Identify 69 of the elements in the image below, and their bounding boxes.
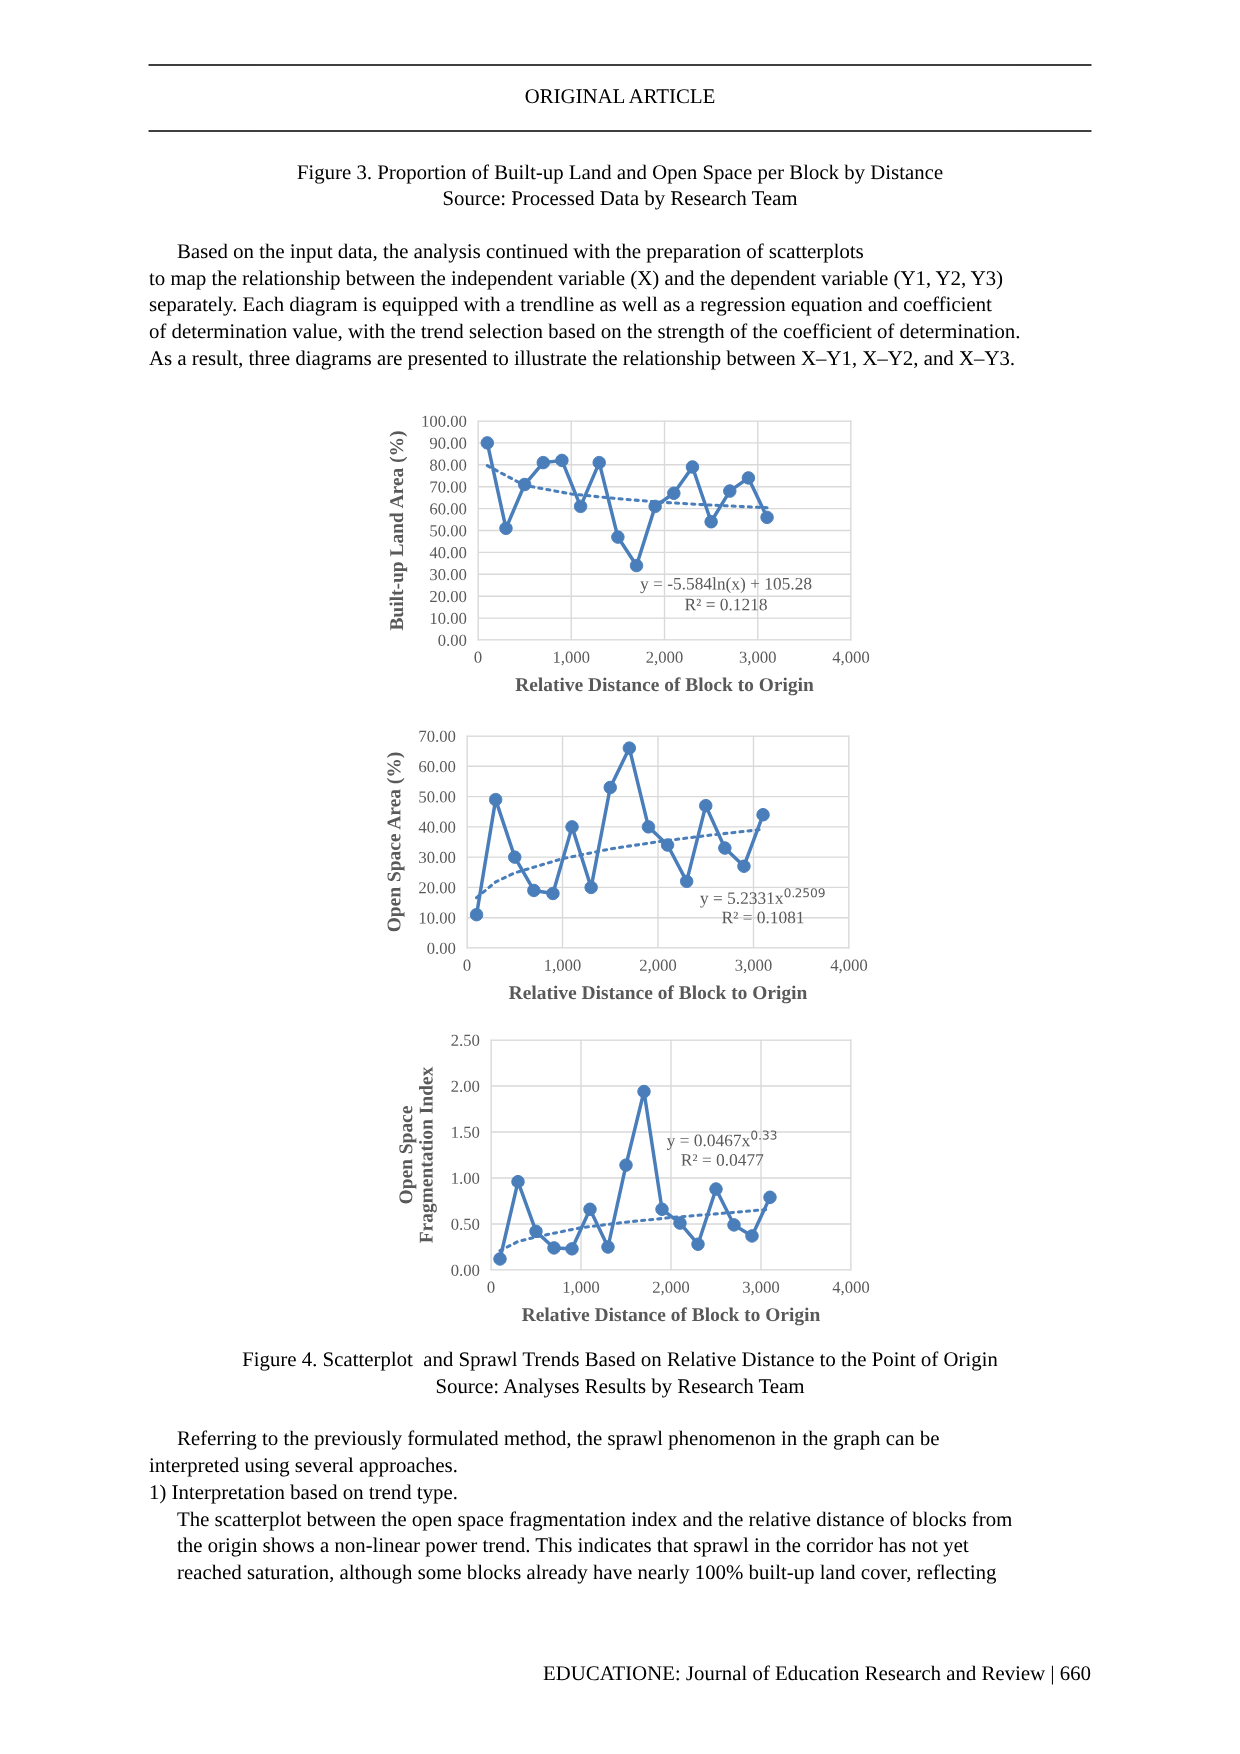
y-tick-label: 40.00: [429, 547, 467, 559]
y-axis-title: Open Space Fragmentation Index: [399, 1066, 437, 1243]
annotation: R² = 0.1081: [722, 911, 804, 924]
y-tick-label: 0.50: [451, 1218, 480, 1231]
y-axis-title: Open Space Area (%): [386, 752, 405, 932]
annotation: y = -5.584ln(x) + 105.28: [640, 577, 812, 594]
y-tick-label: 30.00: [430, 569, 467, 581]
text: The scatterplot between the open space fragmentation index and the relative distance of blocks from: [177, 1511, 1012, 1531]
y-tick-label: 30.00: [419, 851, 456, 864]
y-tick-label: 80.00: [430, 459, 467, 471]
x-tick-label: 0: [474, 651, 482, 663]
text: As a result, three diagrams are presented to illustrate the relationship between X–Y1, X–Y2, and X–Y3.: [149, 350, 1014, 370]
x-tick-label: 4,000: [830, 959, 868, 974]
x-axis-title: Relative Distance of Block to Origin: [522, 1307, 821, 1326]
y-axis-title: Built-up Land Area (%): [389, 431, 408, 631]
y-tick-label: 2.00: [451, 1080, 480, 1093]
y-tick-label: 100.00: [422, 415, 467, 428]
x-axis-title: Relative Distance of Block to Origin: [509, 985, 808, 1004]
x-tick-label: 0: [487, 1281, 495, 1293]
text: to map the relationship between the independent variable (X) and the dependent variable (Y1, Y2, Y3): [149, 270, 1003, 290]
y-tick-label: 70.00: [430, 481, 467, 493]
y-tick-label: 50.00: [430, 525, 467, 537]
caption: Figure 3. Proportion of Built-up Land and Open Space per Block by Distance: [297, 164, 943, 184]
source-note: Source: Analyses Results by Research Team: [436, 1378, 805, 1398]
y-tick-label: 1.00: [452, 1172, 480, 1185]
y-tick-label: 60.00: [430, 503, 467, 515]
text: Referring to the previously formulated method, the sprawl phenomenon in the graph can be: [177, 1430, 939, 1450]
annotation: y = 0.0467x$^{0.33}$: [666, 1130, 777, 1150]
y-tick-label: 10.00: [430, 612, 467, 625]
y-tick-label: 0.00: [451, 1264, 480, 1277]
text: 1) Interpretation based on trend type.: [150, 1484, 457, 1504]
y-tick-label: 0.00: [438, 634, 467, 647]
y-tick-label: 20.00: [419, 882, 456, 894]
y-tick-label: 90.00: [429, 437, 467, 449]
text: EDUCATIONE: Journal of Education Research and Review | 660: [543, 1665, 1091, 1685]
x-tick-label: 0: [463, 959, 471, 971]
x-axis-title: Relative Distance of Block to Origin: [515, 677, 814, 696]
x-tick-label: 2,000: [646, 651, 683, 666]
caption: Figure 4. Scatterplot and Sprawl Trends Based on Relative Distance to the Point of Origin: [242, 1351, 998, 1371]
x-tick-label: 2,000: [652, 1281, 690, 1296]
y-tick-label: 0.00: [427, 942, 456, 955]
x-tick-label: 4,000: [832, 1281, 870, 1296]
x-tick-label: 3,000: [743, 1281, 780, 1296]
y-tick-label: 10.00: [419, 912, 456, 924]
y-tick-label: 70.00: [419, 730, 456, 743]
source-note: Source: Processed Data by Research Team: [443, 190, 798, 210]
y-tick-label: 60.00: [419, 760, 456, 773]
annotation: R² = 0.1218: [685, 598, 767, 611]
annotation: R² = 0.0477: [681, 1154, 764, 1166]
text: Based on the input data, the analysis continued with the preparation of scatterplots: [177, 243, 863, 263]
y-tick-label: 2.50: [451, 1034, 480, 1047]
x-tick-label: 3,000: [739, 651, 776, 666]
text: ORIGINAL ARTICLE: [525, 89, 715, 104]
y-tick-label: 1.50: [452, 1126, 480, 1139]
y-tick-label: 50.00: [419, 791, 456, 803]
text: of determination value, with the trend selection based on the strength of the coefficient of determination.: [149, 323, 1020, 343]
x-tick-label: 2,000: [639, 959, 677, 974]
annotation: y = 5.2331x$^{0.2509}$: [700, 888, 825, 908]
y-tick-label: 40.00: [418, 821, 456, 833]
text: interpreted using several approaches.: [149, 1457, 457, 1477]
text: reached saturation, although some blocks already have nearly 100% built-up land cover, reflecting: [177, 1564, 997, 1584]
y-tick-label: 20.00: [430, 590, 467, 603]
x-tick-label: 1,000: [545, 959, 581, 974]
x-tick-label: 4,000: [832, 651, 870, 666]
x-tick-label: 1,000: [553, 651, 590, 666]
text: the origin shows a non-linear power trend. This indicates that sprawl in the corridor has not yet: [177, 1537, 969, 1557]
x-tick-label: 3,000: [735, 959, 772, 974]
x-tick-label: 1,000: [563, 1281, 600, 1296]
text: separately. Each diagram is equipped with a trendline as well as a regression equation and coefficient: [149, 296, 992, 316]
